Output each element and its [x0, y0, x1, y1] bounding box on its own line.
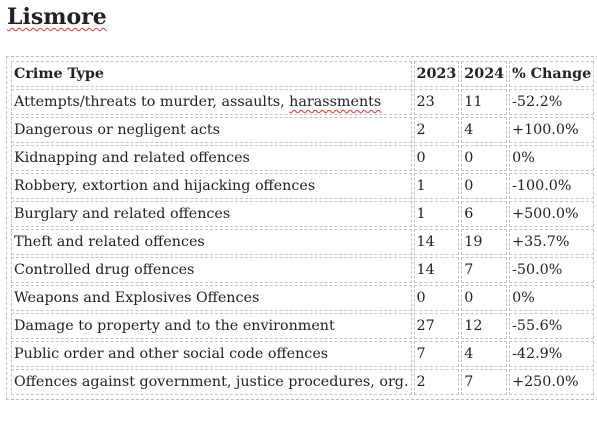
- crime-type-text: Robbery, extortion and hijacking offence…: [14, 178, 316, 194]
- cell-percent-change: 0%: [509, 145, 595, 171]
- cell-crime-type: Damage to property and to the environmen…: [11, 313, 412, 339]
- crime-type-text: Damage to property and to the environmen…: [14, 318, 335, 334]
- cell-percent-change: +100.0%: [509, 117, 595, 143]
- cell-2024: 6: [461, 201, 508, 227]
- cell-2023: 1: [413, 173, 460, 199]
- table-row: Controlled drug offences 14 7 -50.0%: [11, 257, 595, 283]
- crime-type-text: Attempts/threats to murder, assaults,: [14, 94, 290, 110]
- table-row: Kidnapping and related offences 0 0 0%: [11, 145, 595, 171]
- cell-2024: 19: [461, 229, 508, 255]
- table-row: Attempts/threats to murder, assaults, ha…: [11, 89, 595, 115]
- table-row: Public order and other social code offen…: [11, 341, 595, 367]
- cell-percent-change: -42.9%: [509, 341, 595, 367]
- cell-percent-change: -55.6%: [509, 313, 595, 339]
- cell-2023: 2: [413, 117, 460, 143]
- cell-2023: 0: [413, 285, 460, 311]
- cell-crime-type: Controlled drug offences: [11, 257, 412, 283]
- table-row: Offences against government, justice pro…: [11, 369, 595, 395]
- cell-percent-change: +250.0%: [509, 369, 595, 395]
- cell-2024: 0: [461, 285, 508, 311]
- cell-2024: 12: [461, 313, 508, 339]
- table-header-row: Crime Type 2023 2024 % Change: [11, 61, 595, 87]
- cell-crime-type: Dangerous or negligent acts: [11, 117, 412, 143]
- table-body: Attempts/threats to murder, assaults, ha…: [11, 89, 595, 395]
- cell-crime-type: Public order and other social code offen…: [11, 341, 412, 367]
- crime-type-text: Theft and related offences: [14, 234, 205, 250]
- cell-percent-change: +35.7%: [509, 229, 595, 255]
- crime-type-misspelled-word: harassments: [289, 94, 382, 110]
- table-row: Theft and related offences 14 19 +35.7%: [11, 229, 595, 255]
- crime-type-text: Kidnapping and related offences: [14, 150, 250, 166]
- cell-2023: 1: [413, 201, 460, 227]
- cell-2023: 27: [413, 313, 460, 339]
- cell-2024: 11: [461, 89, 508, 115]
- cell-crime-type: Burglary and related offences: [11, 201, 412, 227]
- cell-crime-type: Theft and related offences: [11, 229, 412, 255]
- table-row: Dangerous or negligent acts 2 4 +100.0%: [11, 117, 595, 143]
- header-percent-change: % Change: [509, 61, 595, 87]
- header-crime-type: Crime Type: [11, 61, 412, 87]
- cell-percent-change: -50.0%: [509, 257, 595, 283]
- cell-2023: 0: [413, 145, 460, 171]
- cell-2024: 0: [461, 173, 508, 199]
- header-2024: 2024: [461, 61, 508, 87]
- cell-percent-change: -100.0%: [509, 173, 595, 199]
- cell-2024: 4: [461, 117, 508, 143]
- cell-crime-type: Kidnapping and related offences: [11, 145, 412, 171]
- table-row: Weapons and Explosives Offences 0 0 0%: [11, 285, 595, 311]
- crime-type-text: Controlled drug offences: [14, 262, 195, 278]
- cell-crime-type: Weapons and Explosives Offences: [11, 285, 412, 311]
- page-title: Lismore: [7, 4, 107, 30]
- header-2023: 2023: [413, 61, 460, 87]
- cell-2023: 14: [413, 257, 460, 283]
- crime-type-text: Burglary and related offences: [14, 206, 231, 222]
- crime-type-text: Offences against government, justice pro…: [14, 374, 409, 390]
- cell-crime-type: Robbery, extortion and hijacking offence…: [11, 173, 412, 199]
- crime-table: Crime Type 2023 2024 % Change Attempts/t…: [9, 59, 596, 397]
- table-row: Robbery, extortion and hijacking offence…: [11, 173, 595, 199]
- cell-crime-type: Attempts/threats to murder, assaults, ha…: [11, 89, 412, 115]
- crime-type-text: Weapons and Explosives Offences: [14, 290, 260, 306]
- cell-2024: 0: [461, 145, 508, 171]
- cell-2024: 4: [461, 341, 508, 367]
- crime-table-container: Crime Type 2023 2024 % Change Attempts/t…: [6, 56, 597, 400]
- cell-crime-type: Offences against government, justice pro…: [11, 369, 412, 395]
- cell-2024: 7: [461, 369, 508, 395]
- crime-type-text: Public order and other social code offen…: [14, 346, 329, 362]
- cell-2023: 7: [413, 341, 460, 367]
- table-row: Damage to property and to the environmen…: [11, 313, 595, 339]
- cell-2023: 14: [413, 229, 460, 255]
- cell-2024: 7: [461, 257, 508, 283]
- cell-2023: 2: [413, 369, 460, 395]
- cell-percent-change: +500.0%: [509, 201, 595, 227]
- cell-percent-change: 0%: [509, 285, 595, 311]
- cell-percent-change: -52.2%: [509, 89, 595, 115]
- crime-type-text: Dangerous or negligent acts: [14, 122, 221, 138]
- table-row: Burglary and related offences 1 6 +500.0%: [11, 201, 595, 227]
- cell-2023: 23: [413, 89, 460, 115]
